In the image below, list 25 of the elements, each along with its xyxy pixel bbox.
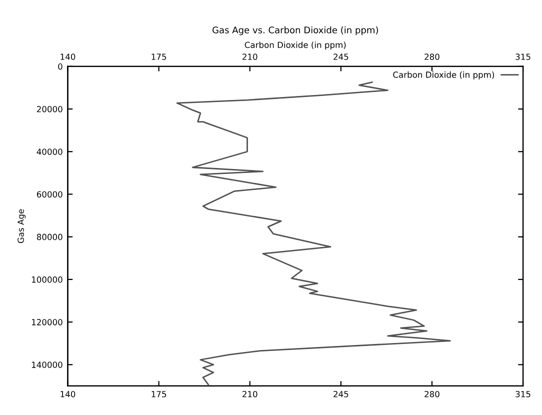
y-tick-label: 60000 (36, 191, 62, 198)
x2-tick-label: 175 (152, 54, 166, 60)
x-tick-label: 315 (516, 390, 530, 398)
chart-title: Gas Age vs. Carbon Dioxide (in ppm) (212, 26, 378, 36)
line-series (176, 81, 451, 386)
x-tick-label: 140 (60, 390, 76, 398)
y-tick-label: 80000 (36, 234, 62, 240)
y-tick-label: 140000 (32, 362, 62, 368)
x-tick-label: 280 (424, 390, 440, 398)
legend-label: Carbon Dioxide (in ppm) (393, 71, 494, 80)
y-tick-label: 40000 (36, 148, 62, 155)
x2-tick-label: 280 (424, 54, 440, 60)
y-tick-label: 100000 (32, 276, 62, 283)
x2-tick-label: 245 (334, 54, 348, 60)
x-tick-label: 175 (152, 391, 166, 398)
x-tick-label: 210 (242, 390, 258, 398)
y-tick-label: 20000 (36, 106, 62, 112)
x2-axis-title: Carbon Dioxide (in ppm) (244, 42, 346, 50)
y-axis-title: Gas Age (18, 209, 26, 244)
x2-tick-label: 210 (242, 54, 258, 60)
x2-tick-label: 315 (516, 54, 530, 60)
x-tick-label: 245 (334, 390, 348, 398)
y-tick-label: 0 (58, 63, 62, 70)
y-tick-label: 120000 (32, 319, 62, 326)
x2-tick-label: 140 (60, 54, 76, 60)
